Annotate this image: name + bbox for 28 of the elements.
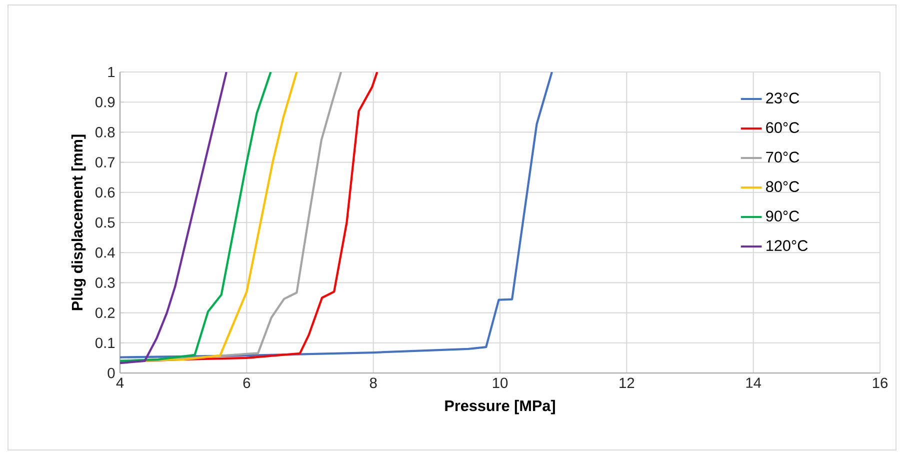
x-tick-label: 10 <box>492 378 508 388</box>
y-tick-label: 0 <box>108 368 115 378</box>
x-tick-label: 6 <box>243 378 250 388</box>
y-tick-label: 0.7 <box>95 157 115 168</box>
x-tick-label: 8 <box>370 378 377 388</box>
y-axis-title: Plug displacement [mm] <box>71 134 86 310</box>
legend-label: 90°C <box>766 210 800 222</box>
x-tick-label: 12 <box>620 378 634 388</box>
y-tick-label: 0.6 <box>95 187 115 198</box>
y-tick-label: 0.8 <box>95 127 115 138</box>
y-tick-label: 0.9 <box>95 96 115 108</box>
y-tick-label: 0.1 <box>95 338 115 348</box>
x-tick-label: 16 <box>872 378 888 388</box>
legend-label: 60°C <box>766 122 800 134</box>
legend-label: 120°C <box>766 240 808 252</box>
x-axis-title: Pressure [MPa] <box>445 400 555 414</box>
y-tick-label: 1 <box>108 66 115 78</box>
line-series <box>120 72 554 358</box>
x-tick-label: 4 <box>116 378 124 388</box>
y-tick-label: 0.5 <box>95 217 115 228</box>
legend-label: 80°C <box>766 181 800 192</box>
legend-label: 23°C <box>766 92 800 104</box>
line-series <box>120 72 228 364</box>
y-tick-label: 0.3 <box>95 278 115 288</box>
x-tick-label: 14 <box>746 378 762 388</box>
legend-label: 70°C <box>766 152 800 163</box>
y-tick-label: 0.4 <box>95 247 115 258</box>
y-tick-label: 0.2 <box>95 308 115 318</box>
